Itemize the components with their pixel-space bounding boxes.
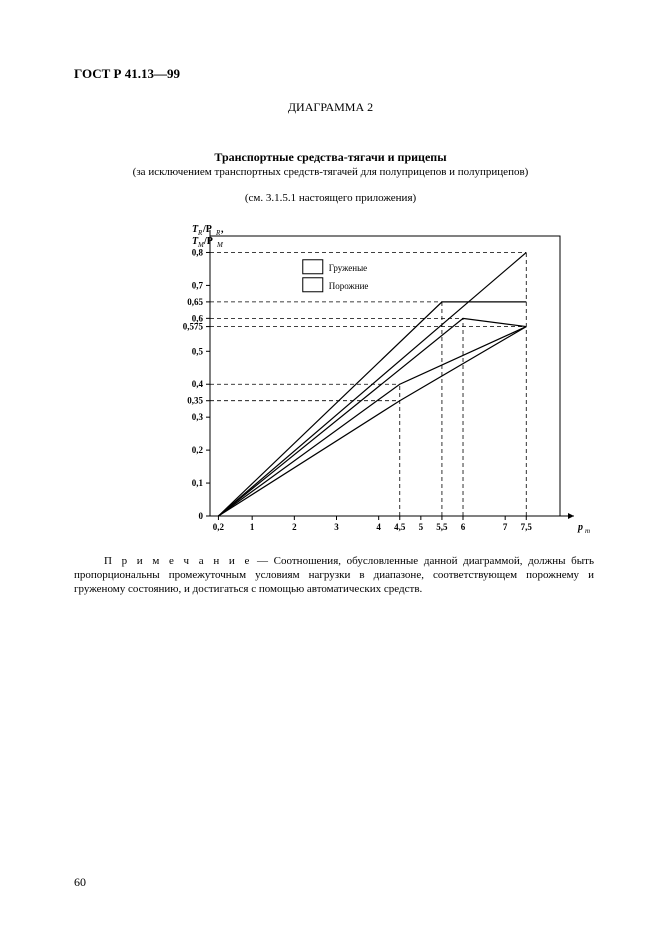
svg-text:p: p (577, 522, 583, 533)
svg-text:7,5: 7,5 (521, 522, 533, 532)
chart-container: 00,10,20,30,350,40,50,5750,60,650,70,80,… (150, 218, 590, 548)
svg-text:Порожние: Порожние (329, 281, 369, 291)
svg-text:0,3: 0,3 (192, 412, 204, 422)
svg-text:6: 6 (461, 522, 466, 532)
svg-text:Груженые: Груженые (329, 263, 367, 273)
diagram-reference: (см. 3.1.5.1 настоящего приложения) (0, 192, 661, 204)
svg-text:,: , (221, 224, 224, 235)
svg-text:7: 7 (503, 522, 508, 532)
svg-text:0: 0 (199, 511, 204, 521)
page-number: 60 (74, 875, 86, 890)
svg-text:5,5: 5,5 (436, 522, 448, 532)
svg-text:4: 4 (376, 522, 381, 532)
chart-svg: 00,10,20,30,350,40,50,5750,60,650,70,80,… (150, 218, 590, 548)
svg-text:0,5: 0,5 (192, 346, 204, 356)
svg-text:0,35: 0,35 (187, 396, 203, 406)
svg-text:0,2: 0,2 (213, 522, 225, 532)
svg-text:0,2: 0,2 (192, 445, 204, 455)
svg-text:2: 2 (292, 522, 297, 532)
svg-text:/P: /P (202, 224, 212, 235)
svg-text:0,1: 0,1 (192, 478, 204, 488)
svg-text:3: 3 (334, 522, 339, 532)
svg-text:0,65: 0,65 (187, 297, 203, 307)
diagram-number: ДИАГРАММА 2 (0, 100, 661, 115)
diagram-title: Транспортные средства-тягачи и прицепы (0, 150, 661, 165)
svg-text:4,5: 4,5 (394, 522, 406, 532)
svg-text:M: M (216, 241, 224, 249)
svg-text:0,6: 0,6 (192, 313, 204, 323)
svg-text:0,7: 0,7 (192, 280, 204, 290)
diagram-subtitle: (за исключением транспортных средств-тяг… (0, 166, 661, 178)
svg-text:5: 5 (419, 522, 424, 532)
footnote: П р и м е ч а н и е — Соотношения, обусл… (74, 555, 594, 596)
svg-text:/P: /P (203, 236, 213, 247)
standard-code: ГОСТ Р 41.13—99 (74, 66, 180, 82)
footnote-prefix: П р и м е ч а н и е (104, 555, 251, 567)
svg-text:0,4: 0,4 (192, 379, 204, 389)
svg-text:1: 1 (250, 522, 255, 532)
